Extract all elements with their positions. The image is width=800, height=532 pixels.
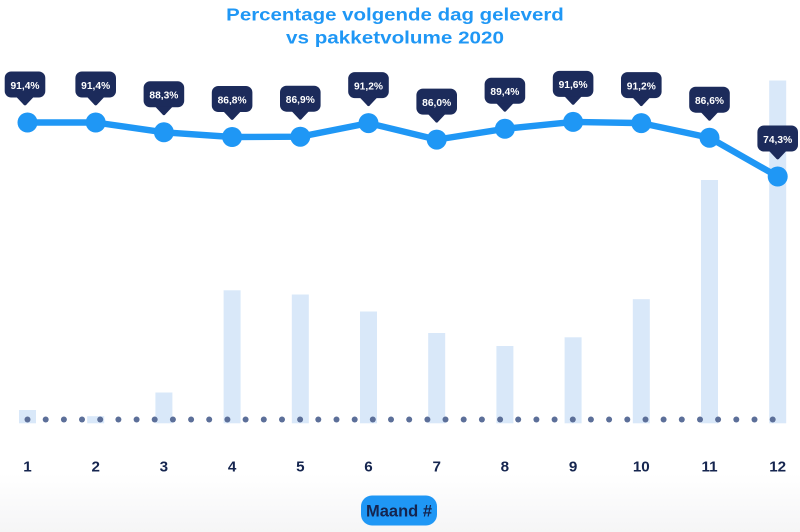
svg-text:91,6%: 91,6% (559, 80, 588, 91)
svg-text:91,4%: 91,4% (11, 81, 40, 92)
svg-text:11: 11 (701, 459, 718, 476)
svg-text:74,3%: 74,3% (763, 135, 792, 146)
svg-text:91,4%: 91,4% (81, 81, 110, 92)
svg-text:Percentage volgende dag geleve: Percentage volgende dag geleverd (226, 5, 564, 25)
svg-text:7: 7 (432, 459, 440, 476)
svg-text:Maand #: Maand # (366, 503, 432, 521)
svg-text:8: 8 (501, 459, 509, 476)
svg-text:9: 9 (569, 459, 577, 476)
svg-text:86,0%: 86,0% (422, 98, 451, 109)
svg-text:12: 12 (769, 459, 786, 476)
svg-text:6: 6 (364, 459, 372, 476)
svg-text:5: 5 (296, 459, 305, 476)
svg-text:91,2%: 91,2% (627, 81, 656, 92)
svg-text:89,4%: 89,4% (490, 87, 519, 98)
svg-text:88,3%: 88,3% (149, 91, 178, 102)
svg-text:2: 2 (91, 459, 99, 476)
svg-text:86,6%: 86,6% (695, 96, 724, 107)
svg-text:3: 3 (160, 459, 168, 476)
svg-text:86,8%: 86,8% (218, 95, 247, 106)
svg-text:vs pakketvolume 2020: vs pakketvolume 2020 (286, 28, 504, 48)
svg-text:86,9%: 86,9% (286, 95, 315, 106)
svg-text:1: 1 (23, 459, 32, 476)
svg-text:91,2%: 91,2% (354, 81, 383, 92)
svg-text:10: 10 (633, 459, 650, 476)
svg-text:4: 4 (228, 459, 237, 476)
